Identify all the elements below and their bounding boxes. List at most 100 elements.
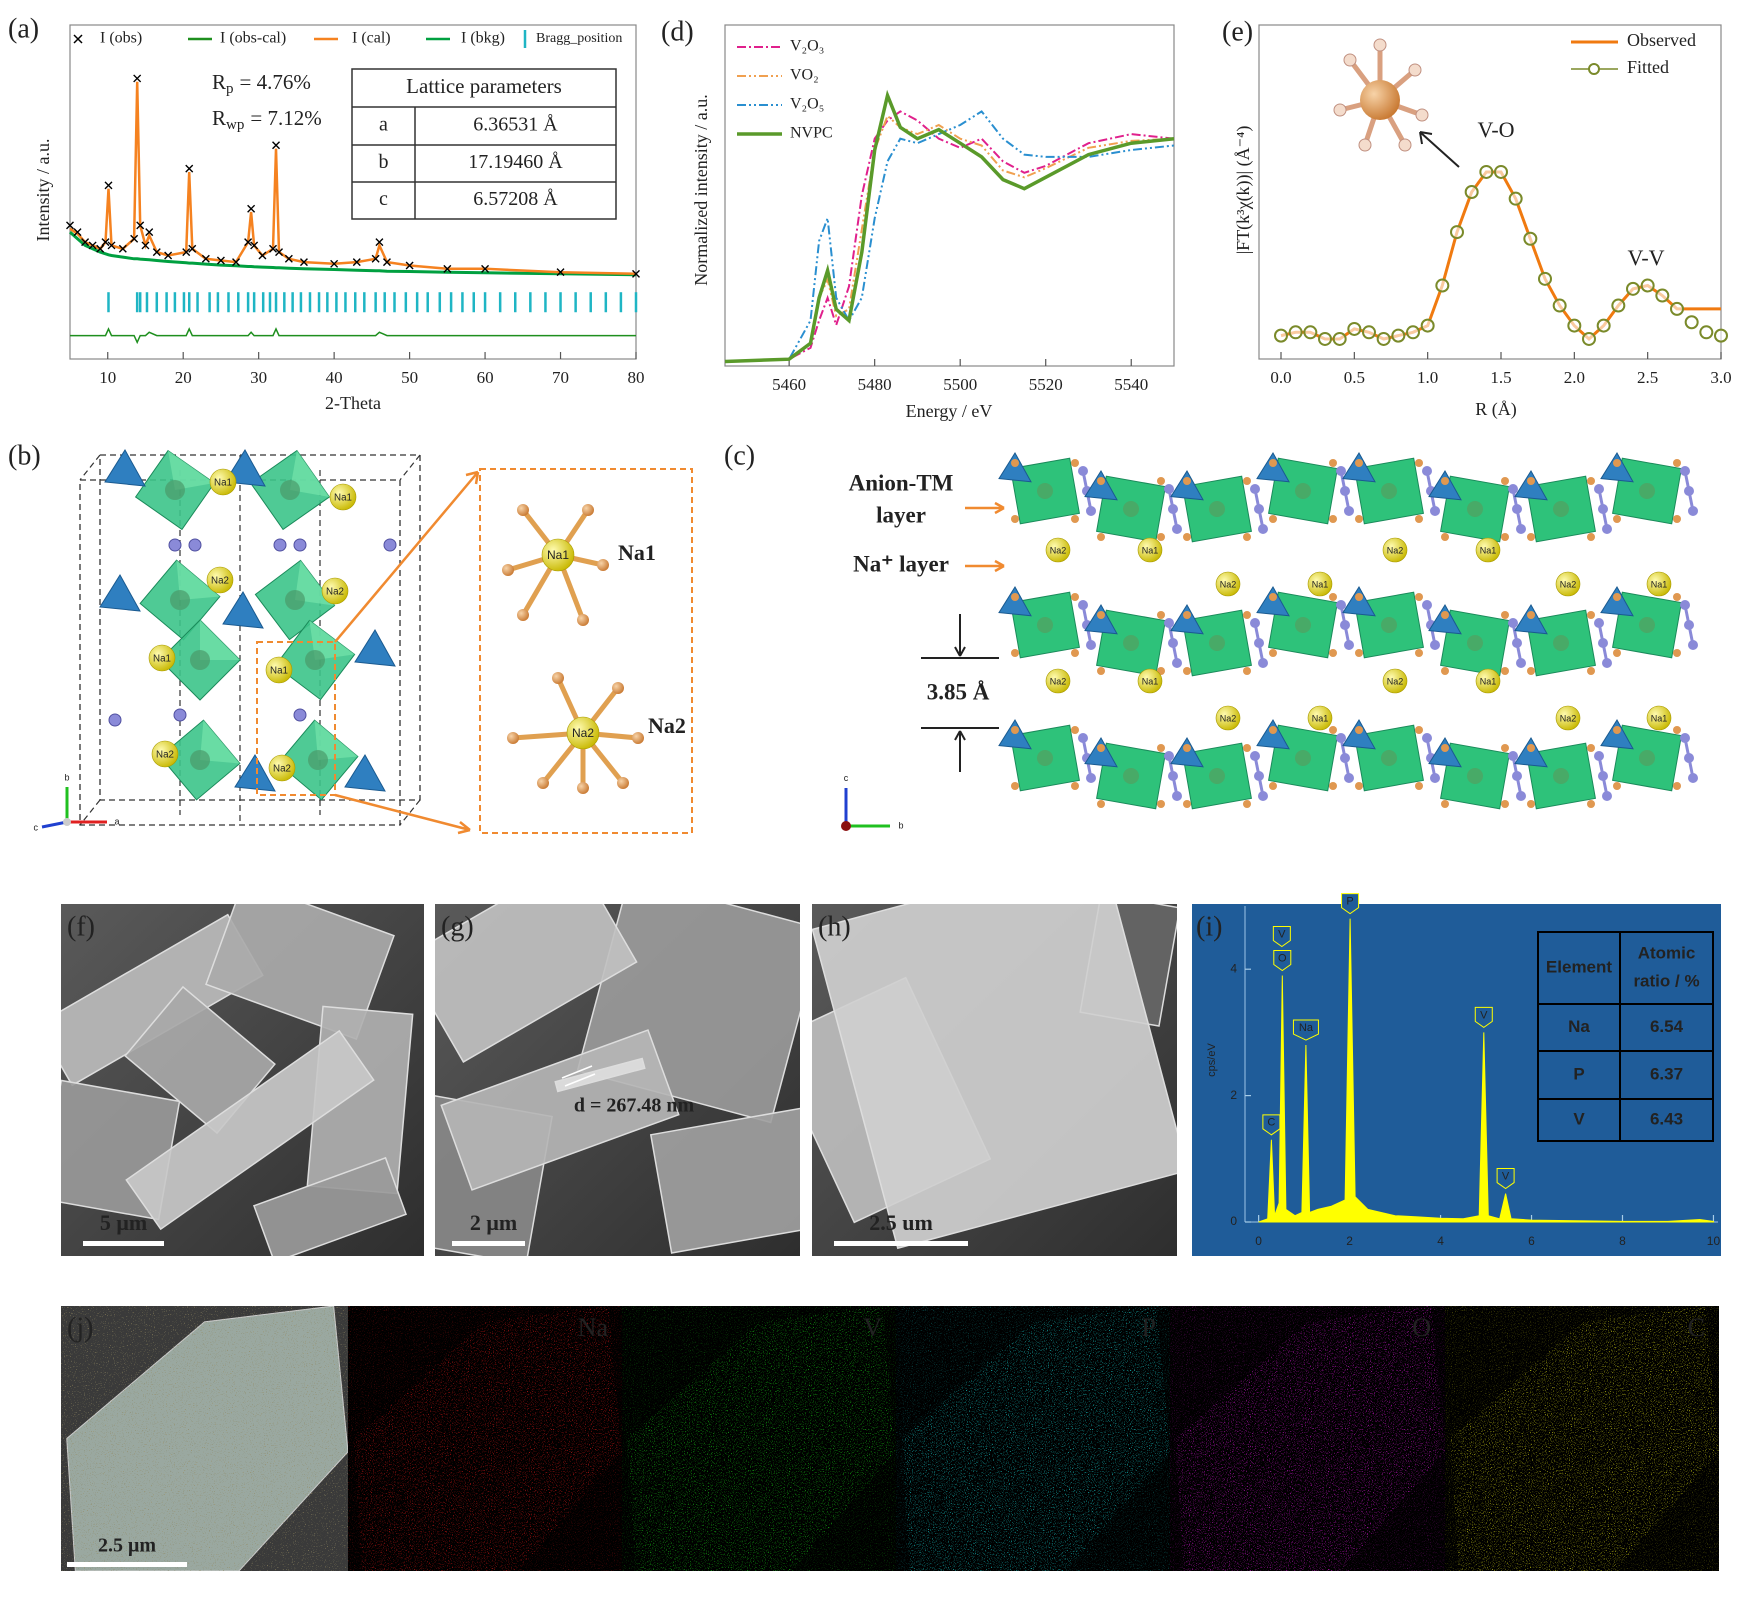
o-atom bbox=[1501, 533, 1509, 541]
o-atom bbox=[1243, 611, 1251, 619]
peak-tag bbox=[1474, 1006, 1493, 1029]
v-atom bbox=[1553, 768, 1569, 784]
icon-atom bbox=[1398, 138, 1412, 152]
unit-cell-edge bbox=[399, 799, 421, 826]
scale-bar bbox=[67, 1562, 187, 1567]
linker-atom bbox=[1684, 753, 1694, 763]
linker-atom bbox=[1512, 638, 1522, 648]
v-atom bbox=[308, 750, 328, 770]
legend-symbol bbox=[1588, 63, 1600, 75]
o-atom bbox=[1613, 782, 1621, 790]
tetrahedron bbox=[1514, 737, 1548, 768]
na-atom bbox=[1137, 668, 1163, 694]
table-cell: a bbox=[379, 114, 388, 136]
linker-atom bbox=[1078, 733, 1088, 743]
table-header: Element bbox=[1546, 957, 1612, 976]
o-atom bbox=[1157, 477, 1165, 485]
na-label: Na1 bbox=[547, 548, 569, 562]
linker-atom bbox=[1430, 773, 1440, 783]
fit-marker bbox=[1655, 288, 1670, 303]
stat-symbol: R bbox=[212, 106, 226, 130]
tetrahedron bbox=[1514, 470, 1548, 501]
obs-marker bbox=[130, 234, 139, 243]
scale-label: 2 μm bbox=[470, 1210, 517, 1235]
v-atom bbox=[1553, 635, 1569, 651]
table-header: ratio / % bbox=[1633, 971, 1699, 990]
obs-marker bbox=[232, 258, 241, 267]
na-label: Na2 bbox=[273, 764, 291, 775]
linker-atom bbox=[1680, 466, 1690, 476]
v-atom bbox=[170, 590, 190, 610]
na-label: Na2 bbox=[326, 587, 344, 598]
linker-atom bbox=[1344, 506, 1354, 516]
peak-label: C bbox=[1267, 1117, 1275, 1129]
o-atom bbox=[1011, 459, 1019, 467]
stat-symbol: R bbox=[212, 70, 226, 94]
fit-statistic: Rwp = 7.12% bbox=[212, 106, 322, 134]
x-tick-label: 5480 bbox=[858, 375, 892, 394]
fit-marker bbox=[1552, 298, 1567, 313]
o-atom bbox=[1011, 515, 1019, 523]
overlay-image bbox=[61, 1306, 348, 1571]
o-atom bbox=[517, 609, 529, 621]
o-atom bbox=[1415, 515, 1423, 523]
linker-atom bbox=[1422, 600, 1432, 610]
linker-atom bbox=[1688, 773, 1698, 783]
measure-label: d = 267.48 nm bbox=[574, 1095, 695, 1117]
linker-atom bbox=[1164, 484, 1174, 494]
v-atom bbox=[1381, 750, 1397, 766]
linker-atom bbox=[1078, 466, 1088, 476]
o-atom bbox=[1243, 667, 1251, 675]
linker-atom bbox=[1250, 751, 1260, 761]
v-atom bbox=[1639, 617, 1655, 633]
linker-atom bbox=[1258, 524, 1268, 534]
linker-atom bbox=[1594, 484, 1604, 494]
linker-atom bbox=[1516, 791, 1526, 801]
x-tick-label: 3.0 bbox=[1710, 368, 1731, 387]
overlay-noise bbox=[61, 1306, 348, 1571]
v-atom bbox=[1037, 483, 1053, 499]
linker-atom bbox=[1512, 504, 1522, 514]
linker-atom bbox=[293, 708, 307, 722]
o-atom bbox=[1071, 593, 1079, 601]
obs-marker bbox=[118, 244, 127, 253]
o-atom bbox=[1587, 611, 1595, 619]
y-tick-label: 0 bbox=[1230, 1214, 1237, 1228]
linker-atom bbox=[1430, 640, 1440, 650]
o-atom bbox=[617, 777, 629, 789]
x-tick-label: 5460 bbox=[772, 375, 806, 394]
panel-label: (i) bbox=[1196, 911, 1222, 942]
linker-atom bbox=[1598, 771, 1608, 781]
fit-marker bbox=[1274, 328, 1288, 343]
fit-marker bbox=[1626, 281, 1640, 296]
table-cell: 6.36531 Å bbox=[473, 114, 558, 136]
element-label: Na bbox=[578, 1313, 609, 1342]
na-atom bbox=[1382, 668, 1408, 694]
icon-atom bbox=[1408, 63, 1422, 77]
tetrahedron bbox=[1600, 719, 1634, 750]
linker-atom bbox=[1602, 524, 1612, 534]
unit-cell bbox=[99, 454, 421, 801]
na-label: Na2 bbox=[1220, 579, 1237, 589]
v-atom bbox=[305, 650, 325, 670]
o-atom bbox=[1673, 459, 1681, 467]
linker-atom bbox=[1680, 600, 1690, 610]
x-tick-label: 5520 bbox=[1029, 375, 1063, 394]
o-atom bbox=[1329, 782, 1337, 790]
y-axis-label: Normalized intensity / a.u. bbox=[691, 94, 711, 285]
peak-label: O bbox=[1278, 952, 1287, 964]
axis-origin bbox=[841, 821, 851, 831]
element-label: C bbox=[1688, 1313, 1705, 1342]
o-atom bbox=[1243, 744, 1251, 752]
o-atom bbox=[1355, 515, 1363, 523]
o-atom bbox=[1501, 744, 1509, 752]
octahedron-face bbox=[200, 620, 240, 660]
obs-marker bbox=[104, 181, 113, 190]
na-label: Na1 bbox=[1312, 579, 1329, 589]
fit-marker bbox=[1288, 325, 1303, 340]
o-atom bbox=[1613, 726, 1621, 734]
na-label: Na2 bbox=[1560, 579, 1577, 589]
legend-label: I (bkg) bbox=[461, 30, 505, 47]
na-label: Na1 bbox=[1312, 713, 1329, 723]
table-cell: 6.37 bbox=[1650, 1064, 1683, 1083]
